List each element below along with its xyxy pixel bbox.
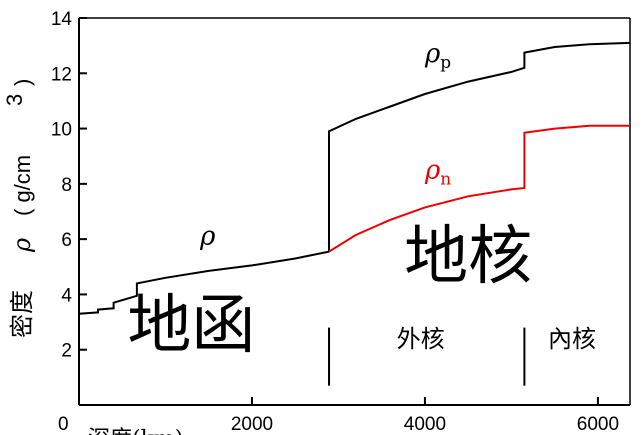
x-tick-label: 0	[58, 414, 69, 435]
series-line	[328, 124, 630, 253]
x-ticks: 0 2000 4000 6000	[58, 397, 619, 435]
region-label: 內核	[548, 325, 596, 353]
series-line	[78, 250, 330, 315]
series-line	[328, 41, 631, 252]
region-label: 地函	[127, 289, 255, 363]
axes	[78, 17, 631, 406]
y-ticks: 2 4 6 8 10 12 14	[51, 9, 87, 362]
y-axis-title-close: )	[10, 79, 35, 86]
y-axis-title: 密度 ρ ( g/cm 3 )	[2, 79, 36, 338]
y-tick-label: 10	[51, 120, 72, 141]
series-label: ρp	[424, 39, 451, 73]
series-label: ρ	[199, 222, 216, 252]
x-axis-title: 深度(km)	[88, 427, 183, 435]
y-tick-label: 4	[61, 285, 72, 306]
y-tick-label: 6	[61, 230, 72, 251]
y-axis-title-unit-superscript: 3	[2, 94, 27, 106]
x-tick-label: 4000	[404, 414, 446, 435]
y-axis-title-symbol: ρ	[8, 238, 36, 253]
y-tick-label: 2	[61, 341, 72, 362]
region-label: 外核	[397, 325, 445, 353]
series-label: ρn	[424, 155, 451, 189]
y-axis-title-prefix: 密度	[8, 290, 36, 338]
x-tick-label: 6000	[577, 414, 619, 435]
y-tick-label: 14	[51, 9, 73, 30]
x-tick-label: 2000	[231, 414, 273, 435]
y-axis-title-unit: ( g/cm	[10, 155, 35, 216]
region-label: 地核	[404, 220, 532, 294]
y-tick-label: 12	[51, 64, 72, 85]
region-boundaries	[328, 327, 526, 386]
series-lines	[78, 41, 631, 315]
y-tick-label: 8	[61, 175, 72, 196]
